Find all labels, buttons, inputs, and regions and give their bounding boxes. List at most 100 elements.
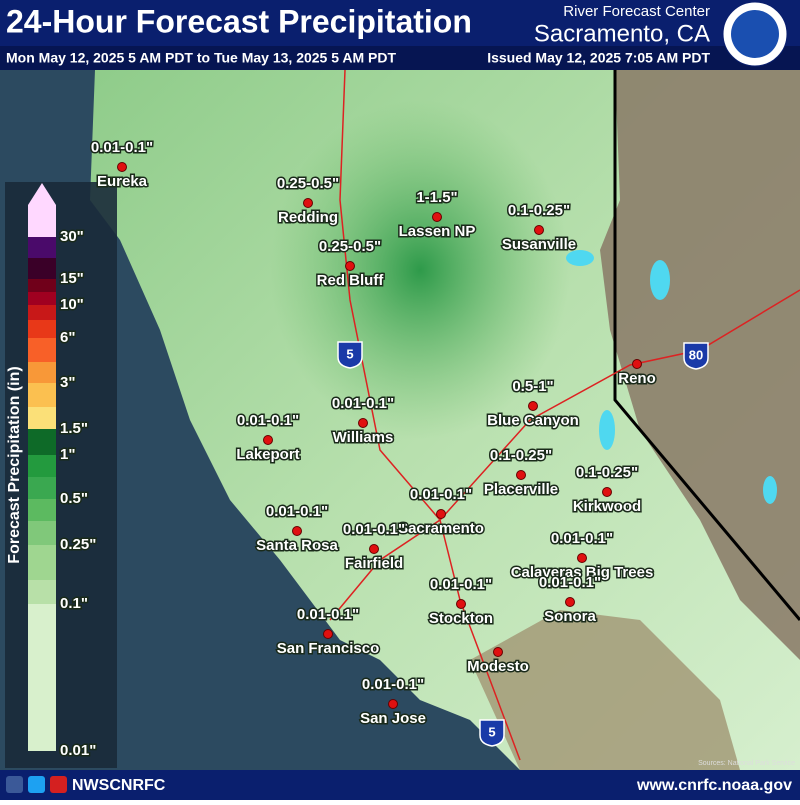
city-dot bbox=[388, 699, 398, 709]
footer-bar bbox=[0, 770, 800, 800]
location: Sacramento, CA bbox=[534, 20, 710, 47]
forecast-amount: 0.01-0.1" bbox=[297, 606, 359, 623]
legend-box bbox=[28, 407, 56, 429]
city-dot bbox=[632, 359, 642, 369]
legend-label: 0.01" bbox=[60, 742, 96, 759]
legend-label: 0.5" bbox=[60, 490, 88, 507]
city-name: Lakeport bbox=[236, 446, 299, 463]
city-name: Fairfield bbox=[345, 555, 403, 572]
legend-box bbox=[28, 258, 56, 279]
legend-label: 1.5" bbox=[60, 420, 88, 437]
legend-label: 0.25" bbox=[60, 536, 96, 553]
forecast-amount: 0.25-0.5" bbox=[277, 175, 339, 192]
issued: Issued May 12, 2025 7:05 AM PDT bbox=[487, 50, 710, 66]
youtube-icon[interactable] bbox=[50, 776, 67, 793]
forecast-amount: 0.01-0.1" bbox=[539, 574, 601, 591]
legend-box bbox=[28, 383, 56, 407]
city-name: Blue Canyon bbox=[487, 412, 579, 429]
legend-box bbox=[28, 305, 56, 320]
city-dot bbox=[358, 418, 368, 428]
legend-label: 1" bbox=[60, 446, 75, 463]
city-dot bbox=[534, 225, 544, 235]
legend-box bbox=[28, 237, 56, 258]
attribution: Sources: National Park Service bbox=[698, 760, 795, 767]
city-dot bbox=[602, 487, 612, 497]
shield-number: 5 bbox=[488, 724, 495, 739]
city-name: Kirkwood bbox=[573, 498, 641, 515]
city-dot bbox=[456, 599, 466, 609]
forecast-amount: 1-1.5" bbox=[416, 189, 457, 206]
city-name: Williams bbox=[333, 429, 394, 446]
legend-label: 15" bbox=[60, 270, 84, 287]
city-dot bbox=[565, 597, 575, 607]
legend-box bbox=[28, 205, 56, 237]
city-name: Lassen NP bbox=[399, 223, 476, 240]
forecast-amount: 0.01-0.1" bbox=[266, 503, 328, 520]
city-dot bbox=[263, 435, 273, 445]
footer-url[interactable]: www.cnrfc.noaa.gov bbox=[636, 777, 792, 794]
city-name: San Jose bbox=[360, 710, 426, 727]
shield-number: 80 bbox=[689, 347, 703, 362]
forecast-amount: 0.01-0.1" bbox=[91, 139, 153, 156]
forecast-amount: 0.1-0.25" bbox=[508, 202, 570, 219]
interstate-shield bbox=[683, 342, 709, 370]
city-name: Placerville bbox=[484, 481, 558, 498]
city-name: Red Bluff bbox=[317, 272, 385, 289]
city-dot bbox=[577, 553, 587, 563]
city-dot bbox=[516, 470, 526, 480]
nws-logo-inner bbox=[731, 10, 779, 58]
city-name: Calaveras Big Trees bbox=[511, 564, 654, 581]
legend-title: Forecast Precipitation (in) bbox=[6, 366, 23, 563]
forecast-amount: 0.25-0.5" bbox=[319, 238, 381, 255]
city-name: Stockton bbox=[429, 610, 493, 627]
city-dot bbox=[292, 526, 302, 536]
lake bbox=[599, 410, 615, 450]
city-name: Redding bbox=[278, 209, 338, 226]
shield-number: 5 bbox=[346, 346, 353, 361]
state-border bbox=[613, 70, 800, 621]
legend-box bbox=[28, 279, 56, 292]
legend-box bbox=[28, 521, 56, 545]
facebook-icon[interactable] bbox=[6, 776, 23, 793]
legend-label: 30" bbox=[60, 228, 84, 245]
legend-box bbox=[28, 580, 56, 604]
forecast-amount: 0.01-0.1" bbox=[332, 395, 394, 412]
twitter-icon[interactable] bbox=[28, 776, 45, 793]
lake bbox=[763, 476, 777, 504]
legend-box bbox=[28, 545, 56, 580]
forecast-amount: 0.01-0.1" bbox=[362, 676, 424, 693]
forecast-amount: 0.01-0.1" bbox=[237, 412, 299, 429]
city-dot bbox=[432, 212, 442, 222]
city-dot bbox=[303, 198, 313, 208]
legend-label: 10" bbox=[60, 296, 84, 313]
city-name: Reno bbox=[618, 370, 656, 387]
city-name: Sonora bbox=[544, 608, 596, 625]
legend-label: 3" bbox=[60, 374, 75, 391]
forecast-amount: 0.5-1" bbox=[512, 378, 553, 395]
lake bbox=[650, 260, 670, 300]
legend-arrow bbox=[28, 183, 56, 205]
legend-box bbox=[28, 477, 56, 499]
forecast-amount: 0.01-0.1" bbox=[343, 521, 405, 538]
forecast-amount: 0.01-0.1" bbox=[430, 576, 492, 593]
legend-label: 6" bbox=[60, 329, 75, 346]
legend-box bbox=[28, 338, 56, 362]
legend-box bbox=[28, 604, 56, 751]
legend-box bbox=[28, 429, 56, 455]
city-dot bbox=[117, 162, 127, 172]
footer-handle[interactable]: NWSCNRFC bbox=[72, 777, 166, 794]
legend-box bbox=[28, 499, 56, 521]
city-name: Sacramento bbox=[398, 520, 484, 537]
city-dot bbox=[493, 647, 503, 657]
forecast-amount: 0.01-0.1" bbox=[410, 486, 472, 503]
office: River Forecast Center bbox=[563, 3, 710, 20]
legend-box bbox=[28, 455, 56, 477]
legend-panel bbox=[5, 182, 117, 768]
interstate-shield bbox=[337, 341, 363, 369]
city-dot bbox=[323, 629, 333, 639]
city-dot bbox=[436, 509, 446, 519]
legend-box bbox=[28, 292, 56, 305]
city-name: Susanville bbox=[502, 236, 576, 253]
